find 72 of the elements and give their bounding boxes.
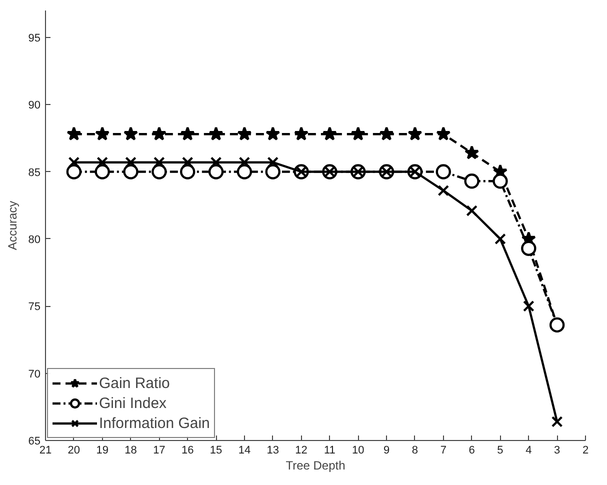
point — [436, 126, 451, 140]
y-tick-label: 65 — [28, 436, 41, 448]
point — [379, 126, 394, 140]
point — [294, 126, 309, 140]
point — [153, 156, 165, 168]
y-tick-label: 80 — [28, 234, 41, 246]
point — [68, 156, 80, 168]
point — [180, 164, 196, 180]
point — [95, 126, 110, 140]
point — [522, 300, 534, 312]
point — [466, 205, 478, 216]
x-tick-label: 11 — [324, 444, 336, 456]
point — [350, 126, 366, 140]
x-tick-label: 4 — [526, 444, 532, 456]
x-tick-label: 18 — [124, 444, 137, 456]
y-tick-label: 75 — [28, 301, 41, 314]
point — [125, 156, 136, 168]
x-tick-label: 20 — [68, 444, 80, 456]
point — [492, 174, 508, 189]
x-tick-label: 5 — [497, 444, 504, 456]
point — [265, 164, 280, 180]
point — [96, 156, 108, 168]
point — [464, 145, 480, 160]
legend-label: Gain Ratio — [99, 374, 170, 392]
point — [436, 164, 451, 180]
point — [208, 126, 224, 140]
point — [66, 126, 82, 140]
point — [237, 126, 252, 140]
point — [66, 164, 82, 180]
point — [152, 126, 166, 140]
x-tick-label: 3 — [554, 444, 560, 456]
x-tick-label: 12 — [295, 444, 308, 456]
x-tick-label: 15 — [210, 444, 222, 456]
x-axis-title: Tree Depth — [286, 458, 346, 472]
point — [123, 126, 138, 140]
point — [438, 184, 450, 196]
x-tick-label: 2 — [582, 444, 589, 456]
y-tick-label: 70 — [28, 368, 41, 380]
x-tick-label: 13 — [266, 444, 279, 456]
point — [266, 126, 280, 140]
point — [236, 164, 252, 180]
point — [521, 240, 536, 256]
x-tick-label: 7 — [440, 444, 446, 456]
y-tick-label: 95 — [28, 32, 41, 44]
point — [267, 156, 279, 168]
point — [152, 164, 167, 180]
point — [180, 126, 195, 140]
x-tick-label: 17 — [153, 444, 166, 456]
y-axis-title: Accuracy — [5, 200, 20, 250]
point — [322, 126, 337, 140]
y-tick-label: 85 — [28, 166, 41, 179]
point — [123, 164, 138, 180]
point — [208, 164, 224, 180]
x-tick-label: 9 — [383, 444, 390, 456]
point — [494, 233, 506, 245]
legend-label: Information Gain — [99, 414, 210, 432]
x-tick-label: 10 — [352, 444, 364, 456]
x-tick-label: 19 — [96, 444, 108, 456]
point — [464, 174, 480, 189]
y-tick-label: 90 — [28, 100, 41, 112]
legend-label: Gini Index — [99, 394, 167, 412]
point — [182, 156, 194, 168]
x-tick-label: 16 — [181, 444, 194, 456]
point — [94, 164, 110, 180]
point — [210, 156, 222, 168]
x-tick-label: 21 — [39, 444, 52, 456]
point — [238, 156, 250, 168]
point — [551, 416, 563, 428]
point — [408, 126, 422, 140]
x-tick-label: 14 — [238, 444, 251, 456]
x-tick-label: 6 — [468, 444, 475, 456]
x-tick-label: 8 — [412, 444, 418, 456]
